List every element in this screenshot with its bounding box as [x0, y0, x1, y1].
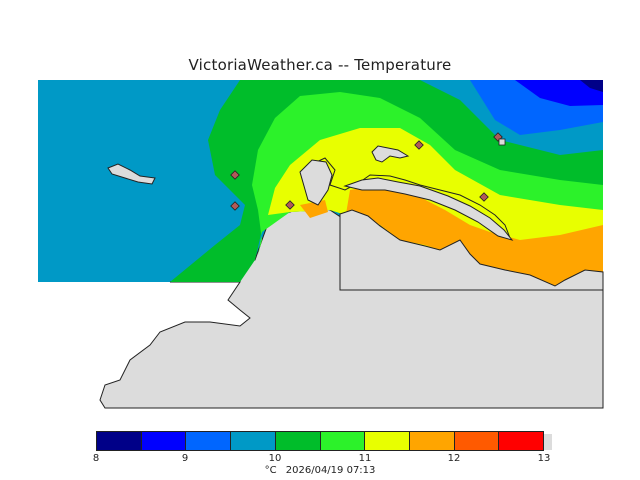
legend-caption: °C 2026/04/19 07:13 [0, 465, 640, 476]
chart-title: VictoriaWeather.ca -- Temperature [188, 56, 452, 74]
legend-swatch [97, 432, 142, 450]
coast-east [339, 209, 604, 291]
legend-swatch [186, 432, 232, 450]
legend-swatch [231, 432, 276, 450]
band-yellow [268, 128, 603, 252]
legend-tick: 12 [447, 453, 461, 464]
legend-swatch [365, 432, 410, 450]
station-marker [498, 138, 506, 146]
legend-tick: 9 [181, 453, 189, 464]
station-marker [479, 192, 489, 202]
legend-tick: 11 [358, 453, 372, 464]
timestamp: 2026/04/19 07:13 [285, 465, 376, 476]
station-marker [230, 201, 240, 211]
legend-tick: 8 [92, 453, 100, 464]
station-marker [285, 200, 295, 210]
legend-swatch [409, 432, 455, 450]
legend-tick: 10 [268, 453, 282, 464]
legend-tick: 13 [537, 453, 551, 464]
band-blue-9 [515, 80, 603, 106]
legend-swatch [454, 432, 500, 450]
band-blue-8 [580, 80, 603, 92]
legend-swatch [141, 432, 187, 450]
coastline [309, 157, 511, 239]
island-left [107, 163, 156, 185]
legend-swatch [320, 432, 366, 450]
station-marker [414, 140, 424, 150]
station-markers [230, 132, 506, 211]
temperature-map [38, 80, 604, 409]
legend-swatch [275, 432, 321, 450]
legend-swatch [499, 432, 544, 450]
unit-label: °C [264, 465, 277, 476]
peninsula-right [343, 177, 514, 241]
band-orange [345, 185, 603, 286]
color-legend [96, 431, 544, 451]
legend-shadow [544, 434, 552, 450]
station-marker [230, 170, 240, 180]
band-orange-small [300, 200, 328, 218]
peninsula [299, 159, 333, 206]
inlet-top [371, 145, 410, 163]
